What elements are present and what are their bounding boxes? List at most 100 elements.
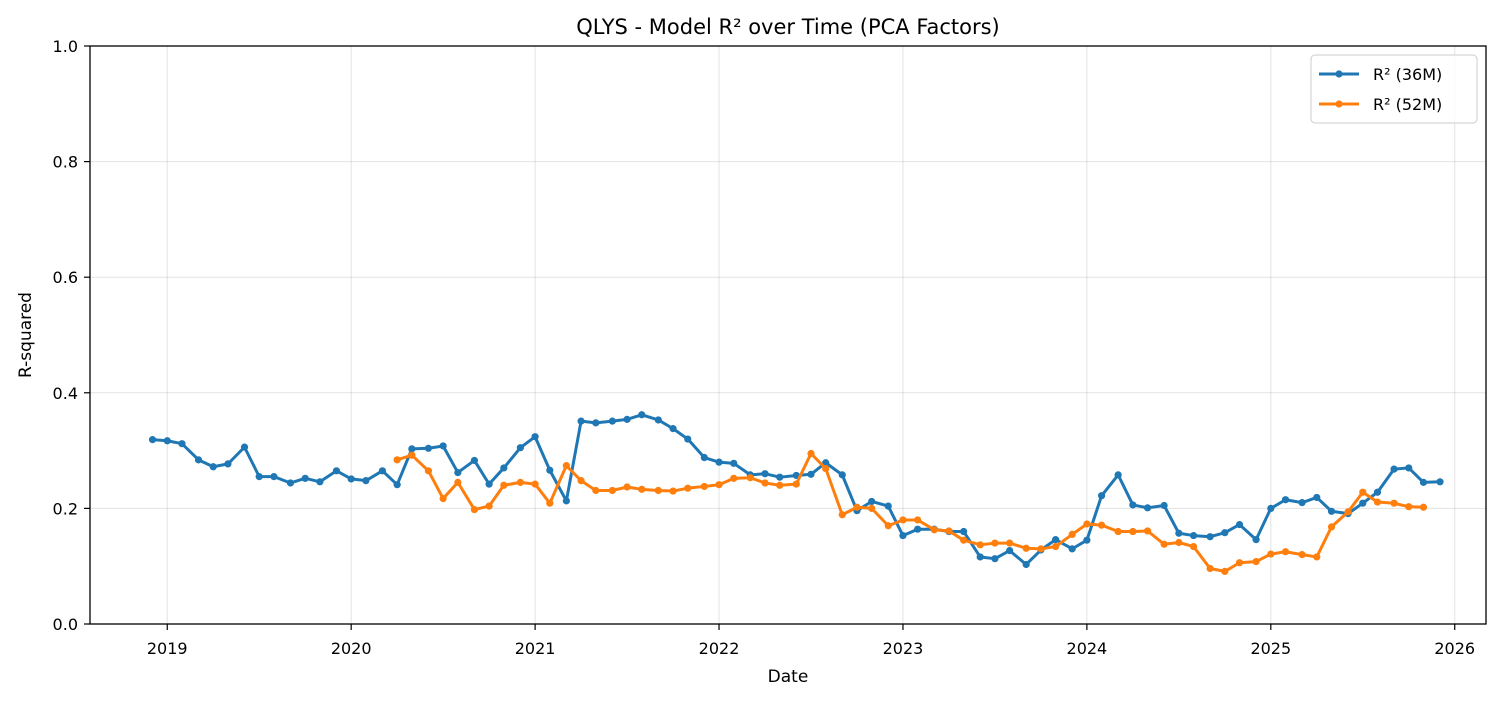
data-point bbox=[1083, 536, 1091, 544]
data-point bbox=[1313, 553, 1321, 561]
data-point bbox=[623, 415, 631, 423]
data-point bbox=[1189, 542, 1198, 551]
data-point bbox=[638, 411, 646, 419]
data-point bbox=[1083, 520, 1091, 528]
x-tick-label: 2024 bbox=[1067, 639, 1108, 658]
data-point bbox=[1114, 471, 1122, 479]
data-point bbox=[1252, 536, 1260, 544]
data-point bbox=[148, 436, 157, 444]
x-tick-label: 2025 bbox=[1250, 639, 1291, 658]
data-point bbox=[1298, 499, 1306, 507]
data-point bbox=[1006, 546, 1014, 555]
data-point bbox=[807, 449, 815, 458]
legend-box bbox=[1310, 54, 1478, 124]
data-point bbox=[638, 485, 646, 493]
data-point bbox=[1114, 527, 1122, 536]
data-point bbox=[1359, 488, 1367, 496]
x-axis-label: Date bbox=[768, 667, 809, 687]
y-tick-label: 0.8 bbox=[53, 153, 78, 172]
data-point bbox=[1235, 520, 1244, 529]
data-point bbox=[1267, 550, 1275, 558]
data-point bbox=[700, 453, 708, 462]
data-point bbox=[485, 480, 493, 488]
data-point bbox=[485, 502, 493, 510]
data-point bbox=[761, 470, 769, 478]
data-point bbox=[1097, 492, 1106, 500]
data-point bbox=[500, 481, 508, 489]
x-tick-label: 2021 bbox=[515, 639, 556, 658]
data-point bbox=[393, 456, 401, 464]
legend: R² (36M) R² (52M) bbox=[1310, 54, 1478, 124]
data-point bbox=[1267, 504, 1275, 512]
data-point bbox=[378, 467, 387, 475]
data-point bbox=[1235, 559, 1244, 567]
data-point bbox=[1390, 465, 1398, 473]
data-point bbox=[700, 482, 708, 491]
data-point bbox=[454, 478, 462, 486]
data-point bbox=[1160, 540, 1168, 548]
data-point bbox=[1419, 503, 1428, 511]
data-point bbox=[516, 444, 524, 452]
data-point bbox=[592, 486, 600, 495]
data-point bbox=[1129, 527, 1137, 536]
data-point bbox=[868, 504, 876, 512]
data-point bbox=[255, 473, 263, 481]
data-point bbox=[838, 471, 846, 479]
data-point bbox=[1143, 527, 1152, 535]
legend-label: R² (52M) bbox=[1373, 95, 1442, 114]
data-point bbox=[531, 433, 539, 441]
data-point bbox=[1068, 530, 1076, 539]
data-point bbox=[546, 466, 554, 474]
data-point bbox=[976, 553, 984, 561]
data-point bbox=[362, 477, 370, 485]
data-point bbox=[1436, 478, 1444, 486]
data-point bbox=[1298, 551, 1306, 559]
data-point bbox=[884, 522, 892, 530]
data-point bbox=[792, 480, 800, 488]
y-tick-label: 0.6 bbox=[53, 268, 78, 287]
data-point bbox=[853, 503, 861, 511]
data-point bbox=[1160, 501, 1168, 510]
data-point bbox=[301, 474, 309, 482]
plot-frame bbox=[89, 45, 1487, 625]
y-tick-label: 0.2 bbox=[53, 499, 78, 518]
data-point bbox=[730, 459, 738, 467]
data-point bbox=[1022, 560, 1030, 569]
data-point bbox=[577, 417, 585, 425]
x-tick-label: 2023 bbox=[883, 639, 924, 658]
series-1 bbox=[148, 411, 1444, 569]
data-point bbox=[976, 541, 984, 549]
x-tick-label: 2026 bbox=[1434, 639, 1475, 658]
data-point bbox=[332, 467, 341, 475]
data-point bbox=[684, 484, 692, 492]
data-point bbox=[623, 483, 631, 491]
data-point bbox=[1344, 508, 1352, 516]
data-point bbox=[592, 419, 600, 427]
data-point bbox=[1373, 488, 1382, 496]
axis-ticks: 2019 2020 2021 2022 2023 2024 2025 2026 0.0 0.2 0.… bbox=[53, 37, 1476, 658]
data-point bbox=[1327, 523, 1336, 531]
data-point bbox=[914, 516, 922, 524]
data-point bbox=[393, 481, 401, 489]
data-point bbox=[899, 516, 907, 524]
legend-swatch-marker bbox=[1335, 100, 1343, 108]
y-tick-label: 1.0 bbox=[53, 37, 78, 56]
data-point bbox=[1129, 501, 1137, 509]
data-point bbox=[531, 480, 539, 488]
data-point bbox=[163, 437, 171, 445]
data-point bbox=[1206, 533, 1214, 541]
data-point bbox=[408, 445, 416, 453]
data-point bbox=[316, 478, 324, 486]
data-point bbox=[1405, 464, 1413, 472]
data-point bbox=[1359, 499, 1367, 507]
data-point bbox=[470, 456, 479, 465]
data-point bbox=[408, 451, 416, 459]
data-point bbox=[1189, 531, 1198, 540]
data-point bbox=[899, 531, 907, 540]
data-point bbox=[608, 486, 616, 495]
data-point bbox=[960, 527, 968, 536]
data-point bbox=[562, 462, 570, 470]
data-point bbox=[807, 470, 815, 478]
data-point bbox=[1206, 564, 1214, 573]
